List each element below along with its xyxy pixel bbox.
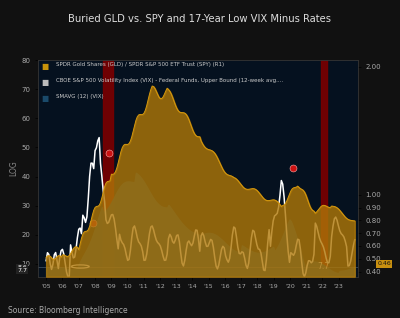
Text: ■: ■ bbox=[41, 61, 48, 71]
Bar bbox=[321, 60, 327, 277]
Text: Buried GLD vs. SPY and 17-Year Low VIX Minus Rates: Buried GLD vs. SPY and 17-Year Low VIX M… bbox=[68, 14, 332, 24]
Text: CBOE S&P 500 Volatility Index (VIX) - Federal Funds, Upper Bound (12-week avg...: CBOE S&P 500 Volatility Index (VIX) - Fe… bbox=[56, 78, 283, 83]
Y-axis label: LOG: LOG bbox=[10, 161, 18, 176]
Text: 7.7: 7.7 bbox=[317, 262, 330, 271]
Text: 0.46: 0.46 bbox=[377, 261, 391, 266]
Text: ■: ■ bbox=[41, 94, 48, 103]
Text: 8.6: 8.6 bbox=[17, 265, 27, 270]
Text: 7.7: 7.7 bbox=[17, 268, 27, 273]
Text: SMAVG (12) (VIX): SMAVG (12) (VIX) bbox=[56, 94, 103, 99]
Text: ■: ■ bbox=[41, 78, 48, 87]
Text: Source: Bloomberg Intelligence: Source: Bloomberg Intelligence bbox=[8, 306, 128, 315]
Bar bbox=[103, 60, 113, 277]
Text: SPDR Gold Shares (GLD) / SPDR S&P 500 ETF Trust (SPY) (R1): SPDR Gold Shares (GLD) / SPDR S&P 500 ET… bbox=[56, 61, 224, 66]
